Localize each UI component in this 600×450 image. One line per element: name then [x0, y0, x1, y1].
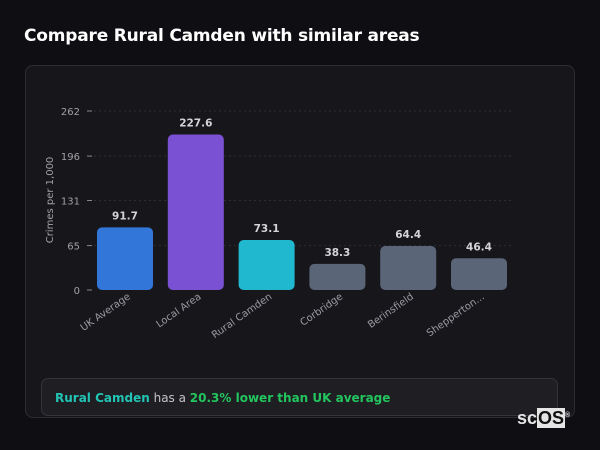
y-tick-label: 196 [61, 152, 80, 163]
x-tick-label: Rural Camden [210, 291, 274, 341]
x-tick-label: Local Area [155, 291, 204, 330]
x-tick-label: UK Average [79, 291, 133, 333]
x-tick-label: Corbridge [298, 291, 345, 328]
bar-local-area [167, 134, 224, 290]
bar-shepperton- [451, 258, 507, 290]
summary-area-name: Rural Camden [55, 391, 150, 405]
data-label: 91.7 [112, 210, 138, 222]
data-label: 73.1 [254, 223, 280, 235]
page-title: Compare Rural Camden with similar areas [24, 26, 420, 46]
bar-rural-camden [238, 240, 295, 290]
data-label: 46.4 [466, 241, 492, 253]
summary-comparison: 20.3% lower than UK average [189, 391, 391, 405]
x-tick-label: Berinsfield [366, 291, 416, 330]
data-label: 227.6 [179, 118, 212, 130]
y-tick-label: 131 [61, 197, 80, 208]
bar-corbridge [309, 263, 366, 290]
data-label: 38.3 [324, 247, 350, 259]
summary-connector: has a [149, 391, 190, 405]
bar-berinsfield [380, 246, 437, 290]
comparison-summary: Rural Camden has a 20.3% lower than UK a… [41, 378, 558, 416]
y-axis-label: Crimes per 1,000 [45, 157, 56, 244]
scos-logo: scOS® [517, 408, 571, 428]
y-tick-label: 65 [67, 242, 80, 253]
x-tick-label: Shepperton... [425, 291, 487, 339]
bar-uk-average [97, 227, 153, 290]
y-tick-label: 0 [74, 286, 80, 297]
y-tick-label: 262 [61, 107, 80, 118]
data-label: 64.4 [395, 229, 421, 241]
